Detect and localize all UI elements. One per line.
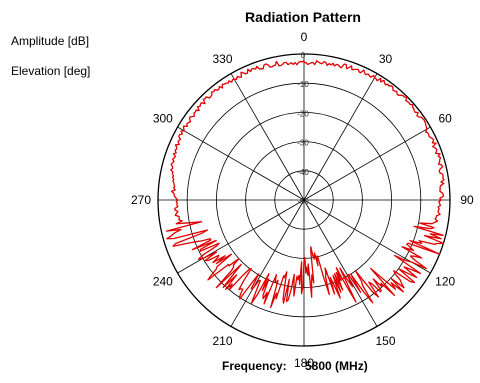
angle-tick-label: 90	[460, 193, 474, 207]
radial-tick-label: -50	[297, 197, 309, 206]
radial-tick-label: -20	[297, 109, 309, 118]
frequency-label: Frequency:	[222, 359, 287, 373]
angle-tick-label: 30	[379, 52, 393, 66]
angular-spoke	[303, 126, 431, 201]
radial-tick-label: -30	[297, 139, 309, 148]
angular-spoke	[177, 199, 305, 274]
chart-title: Radiation Pattern	[245, 9, 361, 25]
angle-tick-label: 120	[435, 275, 455, 289]
angle-tick-label: 240	[153, 275, 173, 289]
angle-tick-label: 300	[153, 112, 173, 126]
angular-spoke	[177, 126, 305, 201]
angle-tick-label: 150	[375, 334, 395, 348]
angle-tick-label: 210	[212, 334, 232, 348]
angle-tick-label: 330	[212, 52, 232, 66]
radial-axis-label: Amplitude [dB]	[11, 34, 90, 48]
angle-tick-label: 180	[294, 356, 314, 370]
angular-axis-label: Elevation [deg]	[11, 64, 91, 78]
angular-spoke	[230, 199, 305, 327]
angle-tick-label: 0	[301, 30, 308, 44]
frequency-value: 5800 (MHz)	[305, 359, 368, 373]
angle-tick-label: 270	[131, 193, 151, 207]
angular-spoke	[230, 73, 305, 201]
pattern-series-line	[165, 60, 445, 309]
radial-tick-label: 0	[301, 51, 306, 60]
angle-tick-label: 60	[438, 112, 452, 126]
angular-spoke	[303, 199, 378, 327]
angular-spoke	[303, 73, 378, 201]
radial-tick-label: -40	[297, 168, 309, 177]
radial-tick-label: -10	[297, 80, 309, 89]
